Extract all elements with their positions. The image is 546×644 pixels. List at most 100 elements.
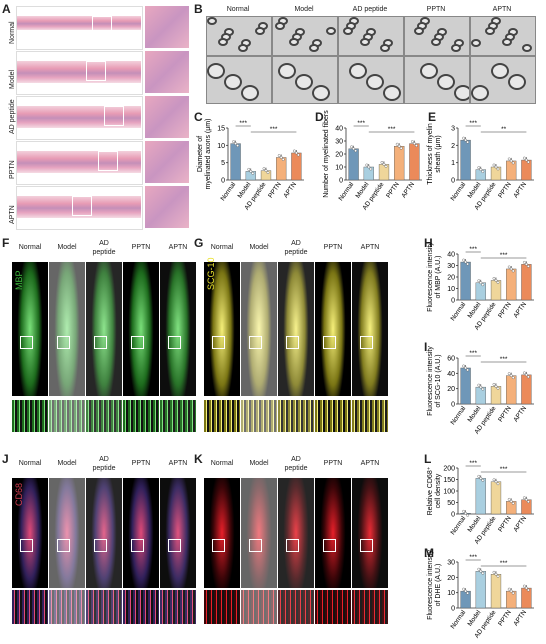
zoom-box xyxy=(57,335,70,349)
y-tick-label: 2 xyxy=(451,143,455,150)
data-point xyxy=(479,168,483,172)
bar xyxy=(348,148,359,181)
bar xyxy=(460,261,471,301)
he-zoom-image xyxy=(145,51,189,93)
x-tick-label: APTN xyxy=(512,181,528,199)
data-point xyxy=(384,164,388,168)
data-point xyxy=(464,511,467,515)
zoom-box xyxy=(360,335,373,349)
data-point xyxy=(234,142,238,146)
fluorescence-zoom-image xyxy=(160,400,196,432)
fluorescence-image xyxy=(241,262,277,396)
fluorescence-zoom-image xyxy=(352,590,388,624)
x-tick-label: Model xyxy=(467,609,483,628)
bar xyxy=(460,590,471,609)
data-point xyxy=(492,570,496,574)
y-tick-label: 10 xyxy=(335,165,343,172)
data-point xyxy=(466,591,469,595)
sig-star: *** xyxy=(469,460,477,467)
he-zoom-image xyxy=(145,96,189,138)
data-point xyxy=(462,136,465,140)
data-point xyxy=(496,574,500,578)
data-point xyxy=(466,262,469,266)
data-point xyxy=(492,382,496,386)
bar xyxy=(521,374,532,405)
data-point xyxy=(523,156,526,160)
data-point xyxy=(494,480,498,484)
fluorescence-image xyxy=(160,262,196,396)
y-tick-label: 1 xyxy=(451,160,455,167)
panel-label-j: J xyxy=(2,452,9,466)
x-tick-label: Model xyxy=(467,515,483,534)
x-tick-label: Normal xyxy=(449,301,467,323)
data-point xyxy=(479,476,483,480)
y-tick-label: 10 xyxy=(217,143,225,150)
y-tick-label: 30 xyxy=(335,139,343,146)
column-label: Model xyxy=(249,244,269,251)
data-point xyxy=(479,385,483,389)
data-point xyxy=(296,153,300,157)
column-label: PPTN xyxy=(323,460,343,467)
zoom-box xyxy=(323,335,336,349)
bar xyxy=(521,264,532,301)
stain-label: CD68 xyxy=(14,482,24,506)
column-label: Normal xyxy=(210,460,234,467)
x-tick-label: Model xyxy=(237,181,253,200)
stain-label: MBP xyxy=(14,270,24,290)
panel-label-a: A xyxy=(2,2,11,16)
data-point xyxy=(525,262,528,266)
data-point xyxy=(494,384,498,388)
data-point xyxy=(527,264,530,268)
fluorescence-image xyxy=(12,478,48,588)
data-point xyxy=(477,166,481,170)
y-tick-label: 10 xyxy=(447,590,455,597)
y-axis-label: sheath (μm) xyxy=(435,135,442,173)
fluorescence-zoom-image xyxy=(12,400,48,432)
data-point xyxy=(477,474,481,478)
bar xyxy=(260,170,272,181)
fluorescence-image xyxy=(86,262,122,396)
zoom-box xyxy=(20,538,33,552)
data-point xyxy=(247,167,251,171)
data-point xyxy=(492,277,496,280)
fluorescence-zoom-image xyxy=(315,400,351,432)
bar xyxy=(506,268,517,301)
sig-star: *** xyxy=(469,120,477,127)
data-point xyxy=(380,160,384,164)
data-point xyxy=(466,513,469,517)
x-tick-label: PPTN xyxy=(497,181,513,199)
data-point xyxy=(509,159,513,163)
x-tick-label: Normal xyxy=(449,609,467,631)
zoom-box xyxy=(212,538,225,552)
column-label: Model xyxy=(249,460,269,467)
bar xyxy=(245,171,256,181)
data-point xyxy=(367,165,371,169)
em-image xyxy=(272,16,338,56)
fluorescence-zoom-image xyxy=(123,590,159,624)
data-point xyxy=(527,160,530,164)
data-point xyxy=(354,149,357,153)
column-label: APTN xyxy=(168,460,188,467)
fluorescence-zoom-image xyxy=(123,400,159,432)
data-point xyxy=(523,260,526,264)
data-point xyxy=(525,586,528,590)
bar xyxy=(475,571,486,609)
x-tick-label: Normal xyxy=(449,405,467,427)
data-point xyxy=(249,169,253,173)
he-zoom-image xyxy=(145,186,189,228)
data-point xyxy=(477,383,481,387)
bar xyxy=(475,169,486,181)
bar xyxy=(475,386,486,405)
data-point xyxy=(466,368,469,372)
data-point xyxy=(507,587,511,591)
data-point xyxy=(481,387,485,391)
data-point xyxy=(479,281,483,285)
data-point xyxy=(462,509,465,513)
fluorescence-zoom-image xyxy=(241,400,277,432)
zoom-box xyxy=(249,335,262,349)
sig-star: *** xyxy=(500,466,508,473)
x-tick-label: APTN xyxy=(512,301,528,319)
y-tick-label: 40 xyxy=(335,126,343,133)
zoom-box xyxy=(86,61,106,81)
data-point xyxy=(266,171,270,175)
